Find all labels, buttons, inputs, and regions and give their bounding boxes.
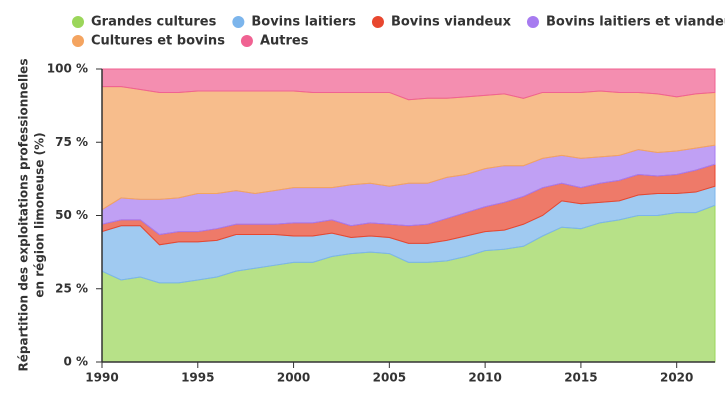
y-tick-label: 100 % (47, 62, 88, 76)
x-tick-label: 2005 (373, 371, 406, 385)
x-tick-label: 1990 (85, 371, 118, 385)
x-tick-label: 2000 (277, 371, 310, 385)
legend-label: Grandes cultures (91, 15, 217, 30)
y-tick-label: 50 % (55, 208, 88, 222)
x-tick-label: 2020 (660, 371, 693, 385)
y-axis-title-line: Répartition des exploitations profession… (17, 59, 31, 372)
legend-label: Autres (260, 34, 309, 49)
area (101, 68, 716, 101)
legend-marker (240, 35, 253, 47)
legend-label: Bovins laitiers et viandeux (546, 15, 725, 30)
legend-label: Cultures et bovins (91, 34, 225, 49)
legend-marker (232, 16, 245, 28)
legend-marker (72, 35, 84, 47)
areas (101, 68, 716, 363)
y-tick-label: 0 % (63, 355, 88, 369)
legend-label: Bovins laitiers (251, 15, 356, 30)
y-axis-title-line: en région limoneuse (%) (33, 132, 47, 297)
y-tick-label: 75 % (55, 135, 88, 149)
legend-marker (72, 16, 84, 28)
y-axis-title: Répartition des exploitations profession… (17, 59, 47, 372)
x-tick-label: 1995 (181, 371, 214, 385)
x-tick-label: 2015 (564, 371, 597, 385)
legend-marker (371, 16, 384, 28)
legend-label: Bovins viandeux (391, 15, 512, 30)
x-tick-label: 2010 (468, 371, 501, 385)
y-tick-label: 25 % (55, 281, 88, 295)
legend-marker (526, 16, 539, 28)
